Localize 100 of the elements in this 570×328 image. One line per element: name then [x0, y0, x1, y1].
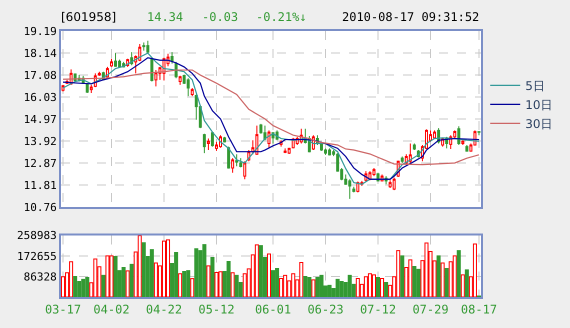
bar — [81, 278, 86, 297]
candlestick — [388, 180, 392, 189]
x-tick-label: 04-02 — [93, 302, 130, 316]
bar — [436, 255, 441, 297]
text: -0.03 — [202, 10, 238, 24]
bar — [336, 278, 340, 297]
y-tick-label: 172655 — [17, 250, 57, 263]
bar — [400, 255, 404, 297]
candlestick — [142, 42, 146, 52]
candlestick — [324, 148, 328, 156]
bar — [456, 250, 461, 297]
x-tick-label: 08-17 — [460, 302, 498, 316]
candlestick — [178, 75, 182, 86]
bar — [174, 252, 178, 297]
candlestick — [288, 147, 291, 154]
bar — [315, 276, 320, 297]
candlestick — [328, 148, 332, 156]
candlestick — [170, 52, 174, 64]
candlestick — [235, 154, 238, 167]
candlestick — [461, 140, 464, 146]
bar — [258, 245, 263, 297]
candlestick — [202, 133, 206, 154]
bar — [186, 270, 190, 297]
candlestick — [223, 136, 226, 144]
candlestick — [267, 130, 270, 148]
bar — [130, 264, 134, 297]
legend-label: 10日 — [525, 98, 552, 112]
candlestick — [284, 148, 287, 154]
bar — [384, 282, 388, 297]
candlestick — [433, 130, 436, 140]
x-tick-label: 07-29 — [412, 302, 449, 316]
text: -0.21%↓ — [256, 10, 307, 24]
candlestick — [352, 186, 356, 193]
bar — [122, 267, 126, 297]
bar — [194, 248, 198, 297]
candlestick — [239, 158, 242, 168]
bar — [271, 270, 276, 297]
candlestick — [348, 178, 352, 200]
y-tick-label: 17.08 — [24, 68, 57, 82]
candlestick — [227, 146, 230, 170]
candlestick — [110, 58, 113, 68]
candlestick — [392, 177, 396, 191]
bar — [464, 269, 469, 297]
candlestick — [154, 70, 158, 87]
candlestick — [457, 126, 460, 146]
bar — [150, 249, 154, 297]
bar — [340, 281, 344, 297]
x-tick-label: 07-12 — [360, 302, 396, 316]
bar — [376, 276, 380, 297]
candlestick — [150, 58, 154, 82]
text: 2010-08-17 09:31:52 — [342, 10, 480, 24]
candlestick — [206, 138, 210, 151]
candlestick — [400, 156, 404, 164]
x-tick-label: 03-17 — [44, 302, 82, 316]
bar — [226, 261, 231, 297]
x-tick-label: 06-01 — [254, 302, 292, 316]
candlestick — [231, 158, 234, 174]
chart-title: [601958] — [61, 10, 116, 24]
bar — [202, 244, 206, 297]
bar — [319, 274, 324, 297]
candlestick — [412, 143, 416, 151]
y-tick-label: 258983 — [17, 229, 57, 242]
bar — [307, 276, 312, 297]
y-tick-label: 13.92 — [24, 134, 57, 148]
bar — [412, 266, 416, 297]
candlestick — [146, 40, 150, 54]
candlestick — [263, 125, 266, 141]
y-tick-label: 10.76 — [24, 200, 57, 214]
bar — [328, 284, 332, 297]
bar — [85, 276, 90, 297]
y-tick-label: 18.14 — [24, 46, 58, 60]
x-tick-label: 04-22 — [146, 302, 182, 316]
y-tick-label: 16.03 — [24, 90, 57, 104]
bar — [114, 256, 118, 297]
text: 14.34 — [147, 10, 184, 24]
bar — [348, 274, 352, 297]
bar — [303, 276, 308, 297]
bar — [101, 274, 106, 297]
bar — [234, 274, 239, 297]
candlestick — [372, 167, 376, 177]
candlestick — [186, 78, 190, 97]
candlestick — [210, 130, 214, 148]
candlestick — [98, 71, 101, 76]
bar — [210, 257, 214, 297]
line-series — [62, 69, 480, 166]
bar — [73, 276, 78, 297]
bar — [275, 268, 280, 297]
bar — [444, 268, 449, 297]
candlestick — [465, 144, 468, 152]
x-tick-label: 06-23 — [307, 302, 344, 316]
bar — [416, 268, 420, 297]
y-tick-label: 11.81 — [24, 178, 57, 192]
y-tick-label: 14.97 — [24, 112, 57, 126]
legend-label: 5日 — [525, 79, 545, 94]
bar — [182, 271, 186, 297]
bar — [142, 242, 146, 297]
y-tick-label: 12.87 — [24, 156, 57, 170]
candlestick — [114, 52, 118, 68]
legend-label: 30日 — [525, 117, 552, 132]
y-tick-label: 19.19 — [24, 24, 57, 38]
